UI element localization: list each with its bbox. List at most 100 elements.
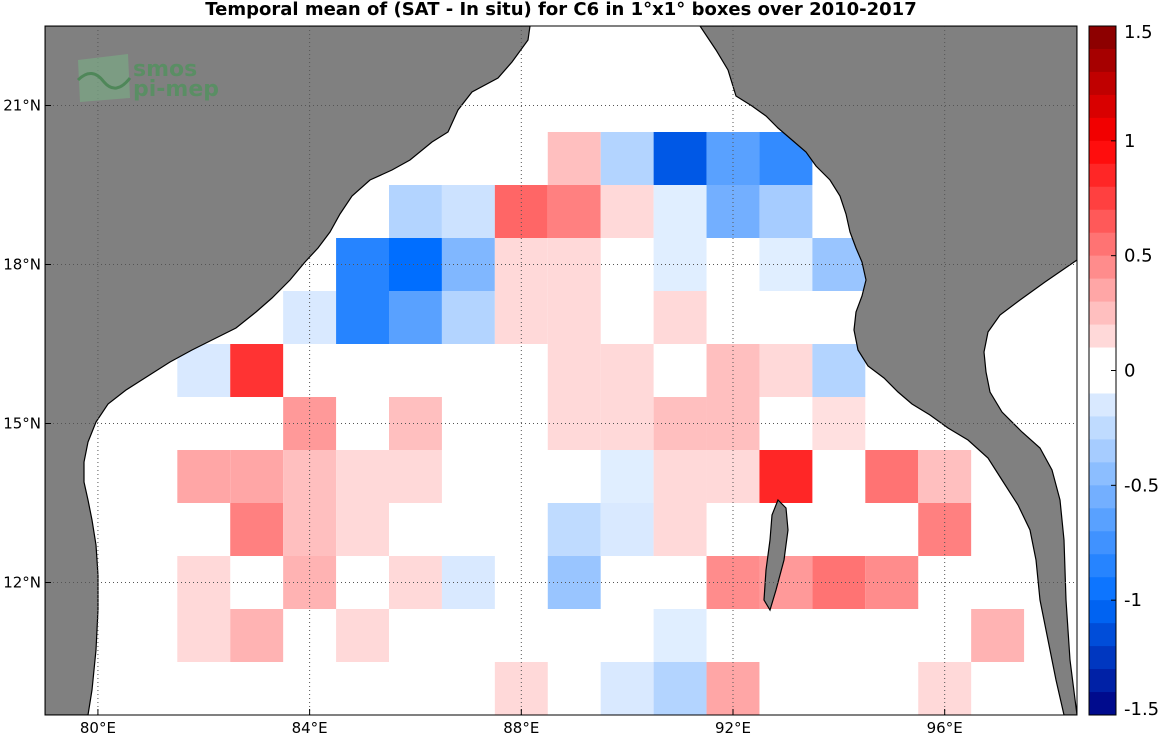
chart-title: Temporal mean of (SAT - In situ) for C6 … — [205, 0, 917, 20]
heatmap-cell — [759, 344, 813, 397]
heatmap-cell — [653, 132, 707, 185]
colorbar-segment — [1089, 531, 1116, 555]
heatmap-cell — [336, 291, 389, 344]
colorbar-tick-label: 0 — [1124, 361, 1135, 382]
graticule — [45, 26, 1077, 715]
heatmap-cell — [177, 450, 231, 503]
heatmap-cell — [547, 238, 601, 291]
colorbar-segment — [1089, 600, 1116, 624]
heatmap-cell — [600, 450, 654, 503]
colorbar-segment — [1089, 646, 1116, 670]
colorbar-segment — [1089, 508, 1116, 532]
heatmap-cell — [547, 291, 601, 344]
colorbar-segment — [1089, 117, 1116, 142]
colorbar — [1089, 26, 1116, 716]
colorbar-segment — [1089, 140, 1116, 165]
colorbar-tick-label: -0.5 — [1124, 475, 1159, 496]
heatmap-cell — [653, 185, 707, 238]
colorbar-segment — [1089, 485, 1116, 509]
heatmap-cell — [918, 450, 972, 503]
colorbar-segment — [1089, 255, 1116, 280]
x-tick-label: 92°E — [715, 719, 751, 737]
heatmap-cell — [653, 609, 707, 662]
colorbar-tick-label: 1 — [1124, 131, 1135, 152]
heatmap-cell — [230, 344, 284, 397]
heatmap-cell — [494, 185, 548, 238]
heatmap-cell — [759, 450, 813, 503]
logo: smos pi-mep — [76, 54, 219, 102]
heatmap-cell — [918, 503, 972, 556]
heatmap-cell — [230, 503, 284, 556]
heatmap-cell — [441, 556, 495, 609]
x-tick-label: 88°E — [503, 719, 539, 737]
colorbar-segment — [1089, 48, 1116, 73]
india-land — [45, 26, 531, 715]
logo-line1: smos — [133, 57, 197, 82]
colorbar-segment — [1089, 554, 1116, 578]
colorbar-segment — [1089, 278, 1116, 303]
heatmap-cell — [547, 397, 601, 450]
heatmap-cell — [812, 344, 866, 397]
colorbar-segment — [1089, 416, 1116, 440]
colorbar-segment — [1089, 163, 1116, 188]
x-tick-label: 80°E — [80, 719, 116, 737]
colorbar-segment — [1089, 26, 1116, 50]
heatmap-cell — [389, 291, 442, 344]
heatmap-cell — [971, 609, 1025, 662]
heatmap-cell — [494, 291, 548, 344]
heatmap-cell — [336, 503, 389, 556]
heatmap-cell — [441, 291, 495, 344]
heatmap-cell — [547, 344, 601, 397]
heatmap-cell — [230, 450, 284, 503]
heatmap-cell — [600, 344, 654, 397]
heatmap-cell — [336, 609, 389, 662]
colorbar-segment — [1089, 439, 1116, 463]
heatmap-cell — [653, 450, 707, 503]
colorbar-tick-label: -1.5 — [1124, 699, 1159, 720]
heatmap-cell — [547, 556, 601, 609]
heatmap-cell — [706, 450, 760, 503]
colorbar-segment — [1089, 393, 1116, 417]
y-axis: 21°N 18°N 15°N 12°N — [3, 97, 51, 592]
colorbar-segment — [1089, 669, 1116, 693]
heatmap-cell — [653, 662, 707, 715]
heatmap-cell — [177, 609, 231, 662]
colorbar-segment — [1089, 94, 1116, 119]
heatmap-cell — [759, 185, 813, 238]
heatmap-cell — [547, 185, 601, 238]
land-masses — [45, 26, 1077, 715]
heatmap-cell — [706, 662, 760, 715]
colorbar-segment — [1089, 462, 1116, 486]
y-tick-label: 18°N — [3, 256, 41, 274]
colorbar-tick-label: -1 — [1124, 590, 1142, 611]
heatmap-cell — [653, 503, 707, 556]
heatmap-cell — [389, 185, 442, 238]
heatmap-cell — [600, 132, 654, 185]
logo-line2: pi-mep — [133, 77, 219, 102]
colorbar-segment — [1089, 209, 1116, 234]
colorbar-segment — [1089, 692, 1116, 716]
heatmap-cell — [600, 185, 654, 238]
x-tick-label: 96°E — [927, 719, 963, 737]
heatmap-cell — [283, 503, 337, 556]
x-tick-label: 84°E — [292, 719, 328, 737]
y-tick-label: 21°N — [3, 97, 41, 115]
logo-mark-icon — [78, 54, 130, 102]
heatmap-cell — [336, 450, 389, 503]
colorbar-segment — [1089, 347, 1116, 371]
heatmap-cell — [918, 662, 972, 715]
colorbar-segment — [1089, 232, 1116, 257]
heatmap-cell — [441, 185, 495, 238]
myanmar-land — [699, 26, 1077, 715]
heatmap-cell — [706, 185, 760, 238]
colorbar-segment — [1089, 301, 1116, 326]
heatmap-cell — [653, 291, 707, 344]
colorbar-segment — [1089, 186, 1116, 211]
colorbar-segment — [1089, 577, 1116, 601]
y-tick-label: 15°N — [3, 415, 41, 433]
heatmap-cell — [336, 238, 389, 291]
colorbar-tick-label: 0.5 — [1124, 246, 1153, 267]
heatmap-cell — [283, 291, 337, 344]
heatmap-cell — [441, 238, 495, 291]
